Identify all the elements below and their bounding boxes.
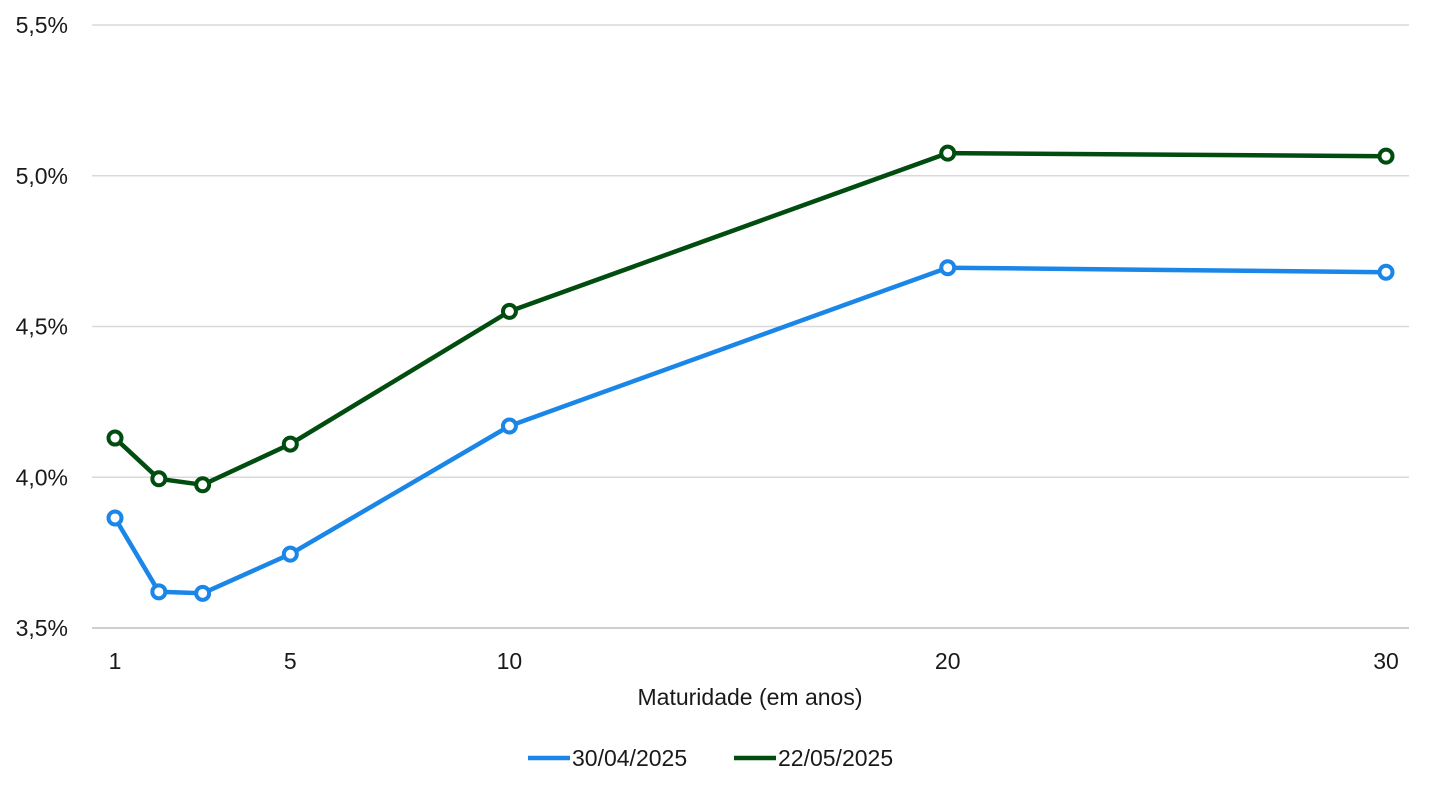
y-tick-label: 3,5% <box>16 615 68 641</box>
series-line <box>112 150 1389 488</box>
x-tick-label: 30 <box>1373 648 1399 674</box>
y-tick-label: 5,5% <box>16 12 68 38</box>
data-point <box>939 144 957 162</box>
data-point <box>281 435 299 453</box>
legend-label: 22/05/2025 <box>778 745 893 771</box>
x-tick-label: 10 <box>497 648 523 674</box>
data-point <box>1377 147 1395 165</box>
legend-label: 30/04/2025 <box>572 745 687 771</box>
data-point <box>194 584 212 602</box>
data-point <box>500 417 518 435</box>
y-axis: 3,5% 4,0% 4,5% 5,0% 5,5% <box>16 12 68 641</box>
series-line <box>112 265 1389 596</box>
x-axis-title: Maturidade (em anos) <box>638 684 863 710</box>
data-point <box>194 476 212 494</box>
data-point <box>106 509 124 527</box>
data-point <box>1377 263 1395 281</box>
x-tick-label: 20 <box>935 648 961 674</box>
y-tick-label: 4,5% <box>16 314 68 340</box>
x-tick-label: 1 <box>109 648 122 674</box>
data-point <box>150 583 168 601</box>
data-point <box>500 302 518 320</box>
grid-layer <box>92 24 1409 629</box>
series-2 <box>106 144 1395 494</box>
y-tick-label: 5,0% <box>16 163 68 189</box>
x-axis: 1 5 10 20 30 <box>109 648 1399 674</box>
data-point <box>106 429 124 447</box>
data-point <box>939 259 957 277</box>
data-point <box>150 470 168 488</box>
data-point <box>281 545 299 563</box>
y-tick-label: 4,0% <box>16 464 68 490</box>
legend-item: 30/04/2025 <box>528 745 687 771</box>
x-tick-label: 5 <box>284 648 297 674</box>
series-layer <box>106 144 1395 602</box>
legend-item: 22/05/2025 <box>734 745 893 771</box>
series-1 <box>106 259 1395 602</box>
legend: 30/04/2025 22/05/2025 <box>528 745 893 771</box>
